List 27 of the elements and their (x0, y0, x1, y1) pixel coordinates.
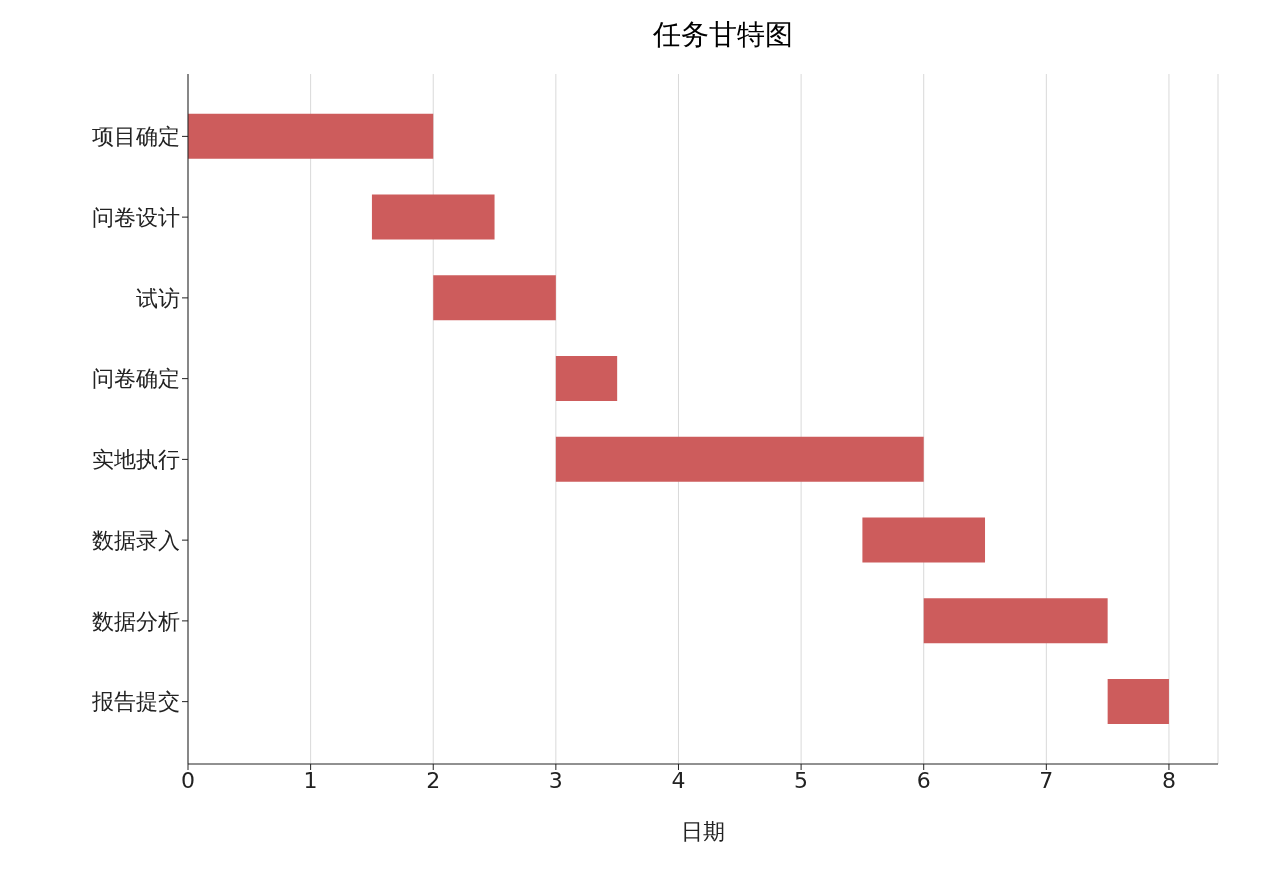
x-axis-title: 日期 (681, 819, 725, 844)
y-tick-label: 试访 (136, 285, 180, 311)
x-tick-label: 0 (181, 767, 195, 793)
x-tick-label: 2 (426, 767, 441, 793)
x-tick-label: 5 (794, 767, 809, 793)
bar (371, 194, 495, 240)
bar (862, 517, 986, 563)
y-tick-label: 问卷确定 (92, 366, 180, 392)
y-tick-label: 数据录入 (92, 527, 180, 553)
bar (555, 356, 618, 402)
bar (923, 598, 1108, 644)
x-tick-label: 6 (916, 767, 931, 793)
y-tick-label: 实地执行 (92, 447, 180, 473)
y-tick-label: 问卷设计 (92, 204, 180, 230)
y-tick-label: 报告提交 (91, 689, 180, 715)
x-tick-label: 4 (671, 767, 686, 793)
bar (555, 436, 924, 482)
bar (433, 275, 556, 321)
y-tick-label: 项目确定 (92, 124, 180, 150)
x-tick-label: 7 (1039, 767, 1054, 793)
x-tick-label: 8 (1161, 767, 1176, 793)
chart-title: 任务甘特图 (652, 17, 794, 53)
y-tick-label: 数据分析 (92, 608, 180, 634)
x-tick-label: 1 (303, 767, 318, 793)
bar (188, 113, 434, 159)
x-tick-label: 3 (548, 767, 563, 793)
bar (1107, 679, 1169, 725)
